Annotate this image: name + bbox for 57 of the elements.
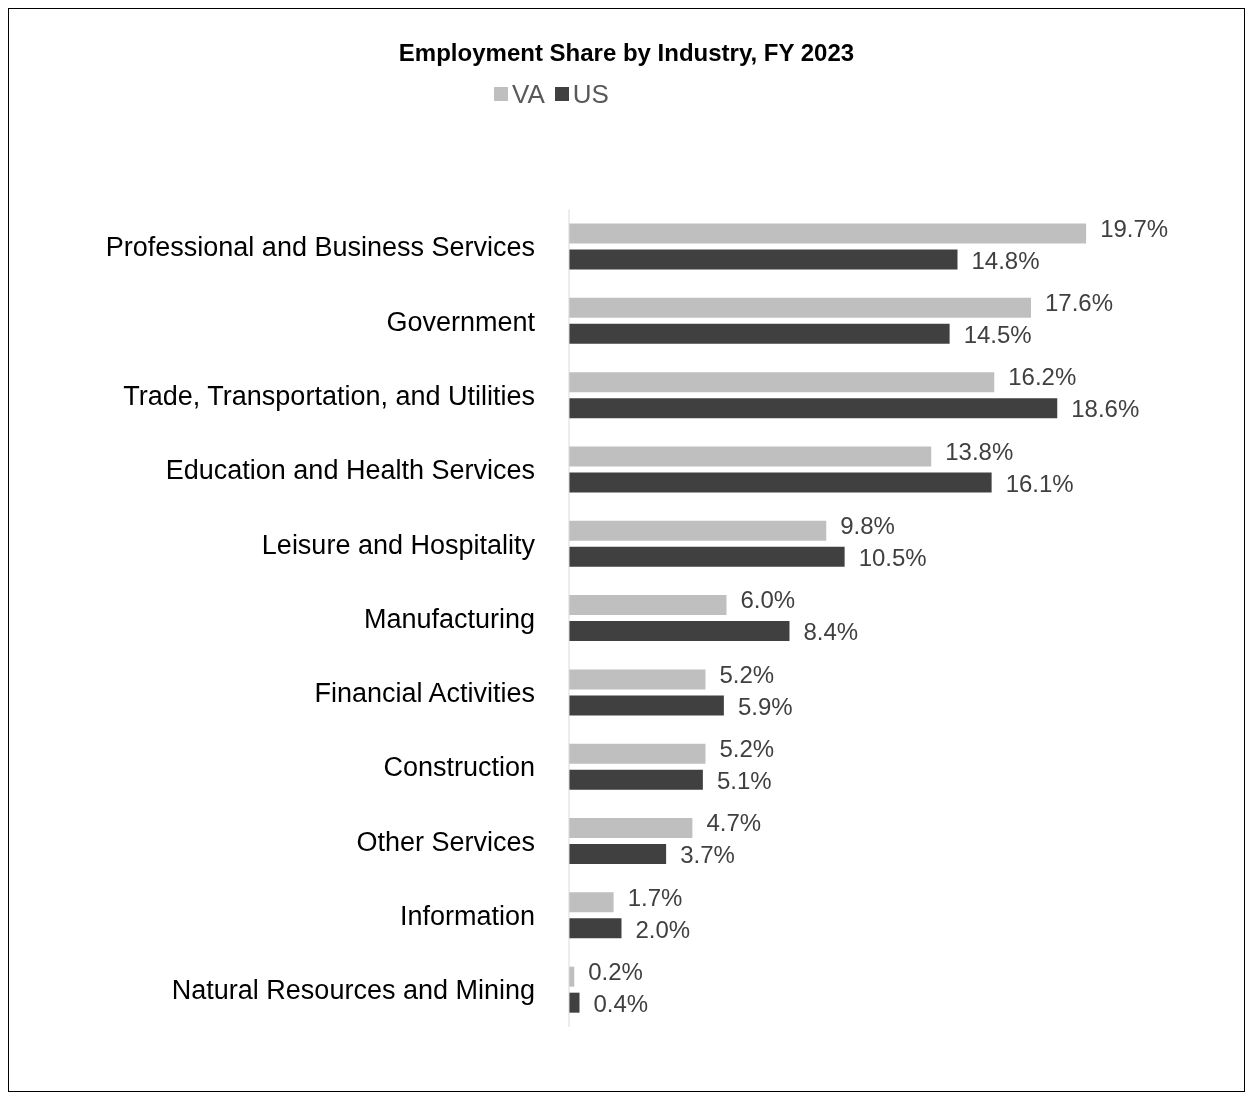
data-label: 0.4% bbox=[593, 990, 649, 1018]
data-label: 10.5% bbox=[858, 544, 927, 572]
bar bbox=[569, 398, 1058, 419]
bar bbox=[569, 249, 958, 270]
data-label: 17.6% bbox=[1045, 289, 1114, 317]
y-tick-label: Education and Health Services bbox=[165, 455, 535, 486]
legend-label: US bbox=[572, 78, 609, 110]
data-label: 5.9% bbox=[737, 692, 793, 720]
bar bbox=[569, 472, 992, 493]
y-tick-label: Trade, Transportation, and Utilities bbox=[123, 380, 535, 411]
bar bbox=[569, 918, 622, 939]
y-tick-label: Leisure and Hospitality bbox=[261, 529, 536, 560]
y-tick-label: Manufacturing bbox=[363, 603, 535, 634]
bar bbox=[569, 372, 995, 393]
y-tick-label: Professional and Business Services bbox=[105, 232, 535, 263]
data-label: 5.2% bbox=[719, 735, 775, 763]
data-label: 13.8% bbox=[945, 437, 1014, 465]
bar bbox=[569, 743, 706, 764]
bar bbox=[569, 892, 614, 913]
bar bbox=[569, 546, 845, 567]
data-label: 18.6% bbox=[1071, 395, 1140, 423]
data-label: 9.8% bbox=[840, 512, 895, 540]
y-tick-label: Information bbox=[399, 901, 535, 932]
legend-label: VA bbox=[512, 78, 545, 110]
data-label: 16.2% bbox=[1008, 363, 1077, 391]
bar bbox=[569, 446, 932, 467]
data-label: 14.5% bbox=[963, 321, 1032, 349]
data-label: 5.2% bbox=[719, 660, 775, 688]
y-tick-label: Government bbox=[386, 306, 536, 337]
y-tick-label: Other Services bbox=[356, 826, 535, 857]
data-label: 4.7% bbox=[706, 809, 762, 837]
data-label: 5.1% bbox=[716, 767, 772, 795]
y-tick-label: Construction bbox=[383, 752, 535, 783]
bar bbox=[569, 621, 790, 642]
y-tick-label: Financial Activities bbox=[314, 678, 535, 709]
bar bbox=[569, 818, 693, 839]
bar bbox=[569, 297, 1031, 318]
data-label: 16.1% bbox=[1005, 469, 1074, 497]
data-label: 8.4% bbox=[803, 618, 859, 646]
chart-title: Employment Share by Industry, FY 2023 bbox=[397, 39, 856, 67]
y-tick-label: Natural Resources and Mining bbox=[171, 975, 535, 1006]
bar bbox=[569, 844, 667, 865]
bar bbox=[569, 695, 724, 716]
data-label: 3.7% bbox=[680, 841, 735, 869]
bar bbox=[569, 769, 703, 790]
data-label: 0.2% bbox=[588, 958, 643, 986]
bar bbox=[569, 669, 706, 690]
bar bbox=[569, 595, 727, 616]
data-label: 19.7% bbox=[1100, 214, 1169, 242]
bar bbox=[569, 323, 950, 344]
data-label: 6.0% bbox=[740, 586, 796, 614]
bar bbox=[569, 520, 827, 541]
bar bbox=[569, 992, 580, 1013]
bar bbox=[569, 223, 1087, 244]
data-label: 2.0% bbox=[635, 915, 691, 943]
data-label: 1.7% bbox=[627, 883, 683, 911]
data-label: 14.8% bbox=[971, 246, 1040, 274]
